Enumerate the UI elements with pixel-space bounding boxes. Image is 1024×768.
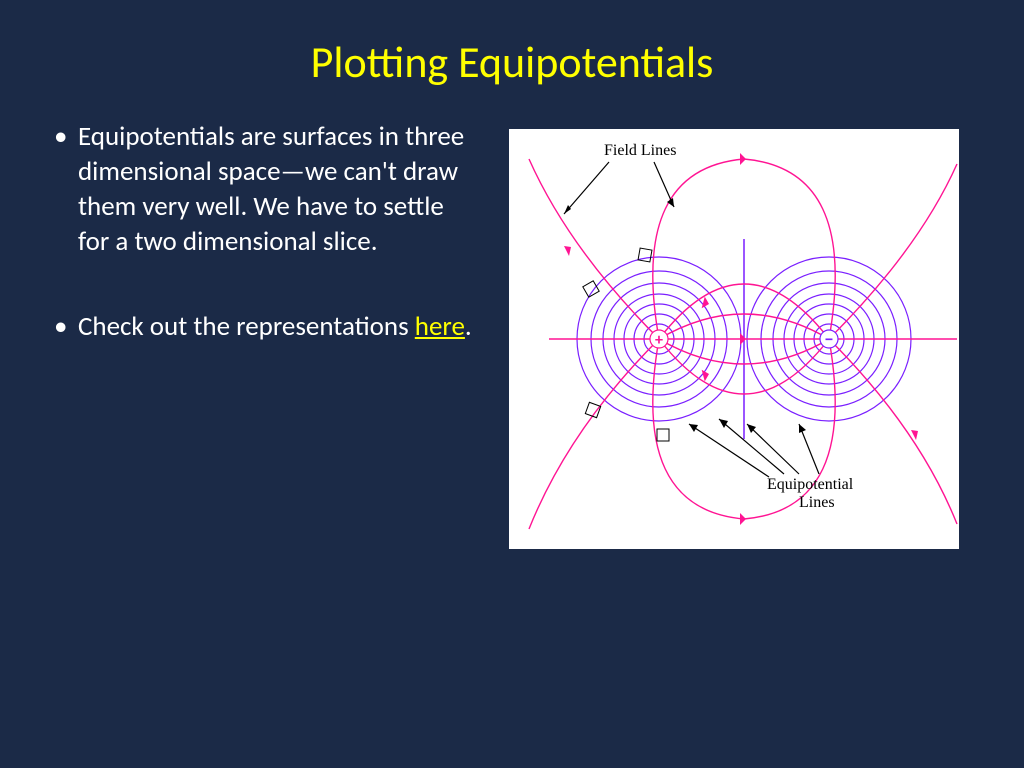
bullet-suffix: .	[465, 310, 472, 343]
equipotential-text-l2: Lines	[799, 494, 835, 511]
bullet-item: Equipotentials are surfaces in three dim…	[50, 119, 474, 259]
svg-text:+: +	[655, 331, 663, 350]
slide-title: Plotting Equipotentials	[0, 35, 1024, 89]
bullet-list: Equipotentials are surfaces in three dim…	[50, 119, 494, 768]
field-lines-text: Field Lines	[604, 142, 676, 159]
svg-text:−: −	[824, 328, 833, 350]
here-link[interactable]: here	[415, 310, 465, 343]
equipotential-text-l1: Equipotential	[767, 476, 854, 493]
bullet-text: Equipotentials are surfaces in three dim…	[78, 120, 464, 258]
dipole-diagram: + − Field Lines	[509, 129, 959, 549]
bullet-prefix: Check out the representations	[78, 310, 415, 343]
bullet-item: Check out the representations here.	[50, 309, 474, 344]
